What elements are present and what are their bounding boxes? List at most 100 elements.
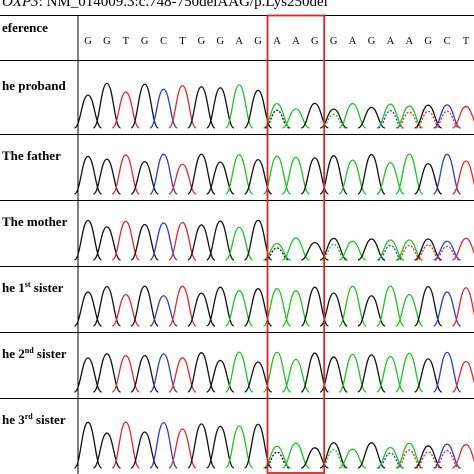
- trace-peak: [357, 295, 386, 327]
- reference-base: C: [444, 36, 451, 47]
- sample-label-superscript: rd: [25, 412, 34, 421]
- trace-peak: [414, 358, 443, 393]
- trace-peak: [338, 285, 367, 327]
- trace-peak: [282, 108, 310, 129]
- trace-peak: [92, 285, 122, 327]
- chromatogram-row: [73, 219, 474, 261]
- sample-label-text: The mother: [2, 214, 68, 229]
- trace-peak: [92, 226, 121, 261]
- chromatogram-row: [74, 351, 474, 393]
- trace-peak: [111, 293, 140, 327]
- trace-peak: [357, 153, 386, 195]
- trace-peak-secondary: [264, 247, 290, 261]
- trace-peak: [73, 219, 103, 261]
- sample-label-suffix: sister: [33, 412, 66, 427]
- trace-peak: [224, 351, 254, 393]
- trace-peak: [452, 105, 474, 129]
- trace-peak: [73, 421, 103, 469]
- trace-peak: [451, 287, 474, 327]
- trace-peak: [111, 91, 140, 129]
- sample-label-superscript: st: [25, 280, 31, 289]
- reference-base: G: [254, 36, 262, 47]
- trace-peak: [187, 153, 216, 195]
- trace-peak: [376, 285, 405, 327]
- sample-labels: he proband The father The mother he 1st sis…: [2, 78, 68, 427]
- table-grid: [0, 15, 474, 474]
- reference-base: A: [387, 36, 395, 47]
- reference-base: G: [217, 36, 225, 47]
- sample-label: he proband: [2, 78, 66, 93]
- figure-caption: OXP3: NM_014009.3:c.748-750delAAG/p.Lys2…: [2, 0, 328, 10]
- trace-peak: [432, 351, 462, 393]
- sample-label-suffix: sister: [34, 346, 67, 361]
- trace-peak: [413, 285, 443, 327]
- reference-base: C: [160, 36, 167, 47]
- trace-peak: [168, 357, 197, 393]
- chromatogram-traces: [73, 82, 474, 469]
- trace-peak: [376, 162, 405, 195]
- chromatogram-row: [74, 285, 474, 327]
- trace-peak: [225, 226, 254, 261]
- gene-name: OXP3: [2, 0, 39, 10]
- sample-label-superscript: nd: [25, 346, 34, 355]
- trace-peak: [452, 237, 474, 261]
- reference-base: A: [273, 36, 281, 47]
- trace-peak: [187, 352, 216, 393]
- trace-peak: [206, 220, 235, 261]
- sample-label: The father: [2, 148, 61, 163]
- reference-base: A: [349, 36, 357, 47]
- trace-peak: [414, 163, 443, 195]
- reference-base: T: [179, 36, 186, 47]
- trace-peak: [338, 448, 367, 469]
- trace-peak: [338, 159, 367, 195]
- chromatogram-row: [73, 153, 474, 195]
- trace-peak: [206, 359, 235, 393]
- trace-peak-secondary: [434, 450, 460, 469]
- trace-peak: [111, 421, 141, 469]
- trace-peak: [452, 360, 474, 393]
- trace-peak: [92, 432, 121, 469]
- reference-base: G: [141, 36, 149, 47]
- sample-label-suffix: sister: [31, 280, 64, 295]
- trace-peak-secondary: [321, 448, 347, 469]
- reference-base: A: [235, 36, 243, 47]
- reference-base: G: [424, 36, 432, 47]
- reference-label: eference: [2, 20, 48, 35]
- trace-peak: [168, 163, 197, 195]
- reference-base: T: [463, 36, 470, 47]
- variant-description: : NM_014009.3:c.748-750delAAG/p.Lys250de…: [39, 0, 328, 10]
- reference-base: G: [311, 36, 319, 47]
- trace-peak-secondary: [415, 244, 441, 261]
- reference-base: A: [406, 36, 414, 47]
- trace-peak: [130, 160, 159, 195]
- sample-label: he 1st sister: [2, 280, 64, 295]
- trace-peak: [452, 160, 474, 195]
- trace-peak: [187, 292, 216, 327]
- sample-label-text: he 1: [2, 280, 25, 295]
- trace-peak: [376, 446, 405, 469]
- chromatogram-row: [74, 82, 474, 129]
- reference-base: T: [123, 36, 130, 47]
- reference-base: G: [198, 36, 206, 47]
- trace-peak-secondary: [396, 449, 422, 469]
- trace-peak-secondary: [377, 110, 403, 129]
- sample-label: The mother: [2, 214, 68, 229]
- trace-peak: [281, 358, 310, 393]
- trace-peak: [452, 443, 474, 469]
- reference-base: G: [84, 36, 92, 47]
- deletion-highlight-box: [266, 14, 326, 474]
- trace-peak: [395, 153, 424, 195]
- sample-label-text: he 3: [2, 412, 25, 427]
- reference-base: A: [292, 36, 300, 47]
- reference-base: G: [103, 36, 111, 47]
- reference-base: G: [368, 36, 376, 47]
- sample-label-text: he proband: [2, 78, 66, 93]
- trace-peak: [282, 442, 310, 469]
- trace-peak: [168, 285, 197, 327]
- trace-peak: [149, 153, 178, 195]
- trace-peak: [338, 102, 367, 129]
- trace-peak-secondary: [264, 109, 290, 129]
- trace-peak: [149, 421, 178, 469]
- trace-peak: [432, 153, 462, 195]
